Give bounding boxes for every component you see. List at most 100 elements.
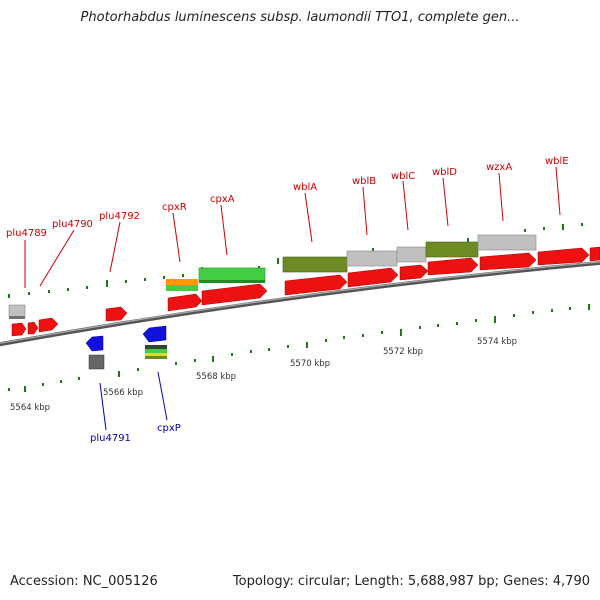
cds-arrow-wblB[interactable] — [347, 267, 399, 288]
map-title: Photorhabdus luminescens subsp. laumondi… — [80, 10, 520, 25]
gene-label-wblB[interactable]: wblB — [352, 176, 376, 187]
tick — [118, 371, 120, 377]
cds-arrow-wblE[interactable] — [537, 247, 590, 266]
genome-backbone — [0, 260, 600, 347]
tick — [325, 339, 327, 342]
cds-arrow-plu4791[interactable] — [85, 335, 104, 352]
forward-leader-lines — [24, 166, 561, 288]
tick — [562, 224, 564, 230]
tick — [67, 288, 69, 291]
cds-arrow-plu4789[interactable] — [11, 322, 27, 337]
tick — [343, 336, 345, 339]
cds-arrow-cpxP[interactable] — [142, 325, 167, 343]
tick — [194, 359, 196, 362]
gene-feature-cpxP-olive[interactable] — [145, 356, 167, 359]
leader-line — [39, 229, 75, 287]
tick — [8, 388, 10, 391]
gene-feature-cpxP-green[interactable] — [145, 349, 167, 353]
accession-text: Accession: NC_005126 — [10, 574, 158, 589]
gene-label-wblD[interactable]: wblD — [432, 167, 457, 178]
genome-backbone-highlight — [0, 261, 600, 344]
tick — [137, 368, 139, 371]
tick — [569, 307, 571, 310]
tick — [581, 223, 583, 226]
scale-label: 5568 kbp — [196, 372, 236, 382]
forward-cds-track — [11, 246, 600, 337]
tick — [8, 294, 10, 298]
tick — [258, 266, 260, 269]
cds-arrow-next[interactable] — [589, 246, 600, 262]
gene-feature-wblD[interactable] — [425, 241, 479, 258]
gene-label-plu4791[interactable]: plu4791 — [90, 433, 131, 444]
cds-arrow-wblD[interactable] — [427, 257, 479, 276]
gene-label-plu4792[interactable]: plu4792 — [99, 211, 140, 222]
tick — [48, 290, 50, 293]
tick — [467, 238, 469, 245]
gene-label-plu4790[interactable]: plu4790 — [52, 219, 93, 230]
tick — [524, 229, 526, 232]
gene-feature-plu4791[interactable] — [88, 354, 105, 370]
tick — [86, 286, 88, 289]
cds-arrow-wblC[interactable] — [399, 264, 429, 281]
leader-line — [109, 221, 121, 273]
cds-arrow-plu4790[interactable] — [27, 321, 39, 335]
cds-arrow-plu4790b[interactable] — [38, 317, 59, 333]
cds-arrow-plu4792[interactable] — [105, 306, 128, 322]
scale-label: 5574 kbp — [477, 337, 517, 347]
gene-feature-wblC[interactable] — [396, 246, 427, 263]
gene-label-wzxA[interactable]: wzxA — [486, 162, 512, 173]
gene-feature-cpxA-shadow — [199, 280, 265, 283]
tick — [437, 324, 439, 327]
gene-feature-wzxA[interactable] — [477, 234, 537, 251]
gene-feature-cpxA[interactable] — [198, 267, 266, 283]
cds-arrow-wzxA[interactable] — [479, 252, 537, 271]
genome-summary: Topology: circular; Length: 5,688,987 bp… — [232, 574, 590, 589]
leader-line — [99, 382, 107, 431]
tick — [381, 331, 383, 334]
leader-line — [157, 371, 168, 421]
gene-label-cpxA[interactable]: cpxA — [210, 194, 235, 205]
gene-feature-cpxR-orange[interactable] — [166, 279, 198, 285]
gene-feature-cpxR-green[interactable] — [166, 285, 198, 291]
leader-line — [304, 192, 313, 243]
gene-label-cpxP[interactable]: cpxP — [157, 423, 181, 434]
tick — [494, 316, 496, 323]
tick — [268, 348, 270, 351]
leader-line — [362, 186, 368, 236]
gene-label-wblC[interactable]: wblC — [391, 171, 415, 182]
reverse-leader-lines — [99, 371, 168, 431]
gene-feature-wblB[interactable] — [346, 250, 398, 267]
tick — [106, 280, 108, 287]
gene-feature-plu4789[interactable] — [8, 304, 26, 318]
tick — [287, 345, 289, 348]
gene-label-plu4789[interactable]: plu4789 — [6, 228, 47, 239]
tick — [78, 377, 80, 380]
tick — [532, 311, 534, 314]
leader-line — [442, 177, 449, 227]
gene-label-cpxR[interactable]: cpxR — [162, 202, 187, 213]
tick — [475, 319, 477, 322]
gene-feature-wblA[interactable] — [282, 256, 348, 273]
cds-arrow-cpxA[interactable] — [201, 283, 268, 306]
gene-feature-plu4789-shadow — [9, 316, 25, 319]
tick — [456, 322, 458, 325]
tick — [306, 342, 308, 348]
cds-arrow-cpxR[interactable] — [167, 293, 203, 312]
gene-label-wblA[interactable]: wblA — [293, 182, 317, 193]
leader-line — [172, 212, 181, 263]
gene-label-wblE[interactable]: wblE — [545, 156, 569, 167]
tick — [212, 356, 214, 362]
leader-line — [498, 172, 504, 222]
tick — [543, 227, 545, 230]
forward-feature-track — [8, 234, 537, 319]
gene-feature-cpxP-dark[interactable] — [145, 345, 167, 349]
tick — [277, 258, 279, 264]
tick — [551, 309, 553, 312]
leader-line — [555, 166, 561, 216]
tick — [419, 326, 421, 329]
gene-feature-cpxP-yellow[interactable] — [145, 353, 167, 356]
tick — [28, 292, 30, 295]
cds-arrow-wblA[interactable] — [284, 274, 348, 296]
tick — [182, 274, 184, 277]
